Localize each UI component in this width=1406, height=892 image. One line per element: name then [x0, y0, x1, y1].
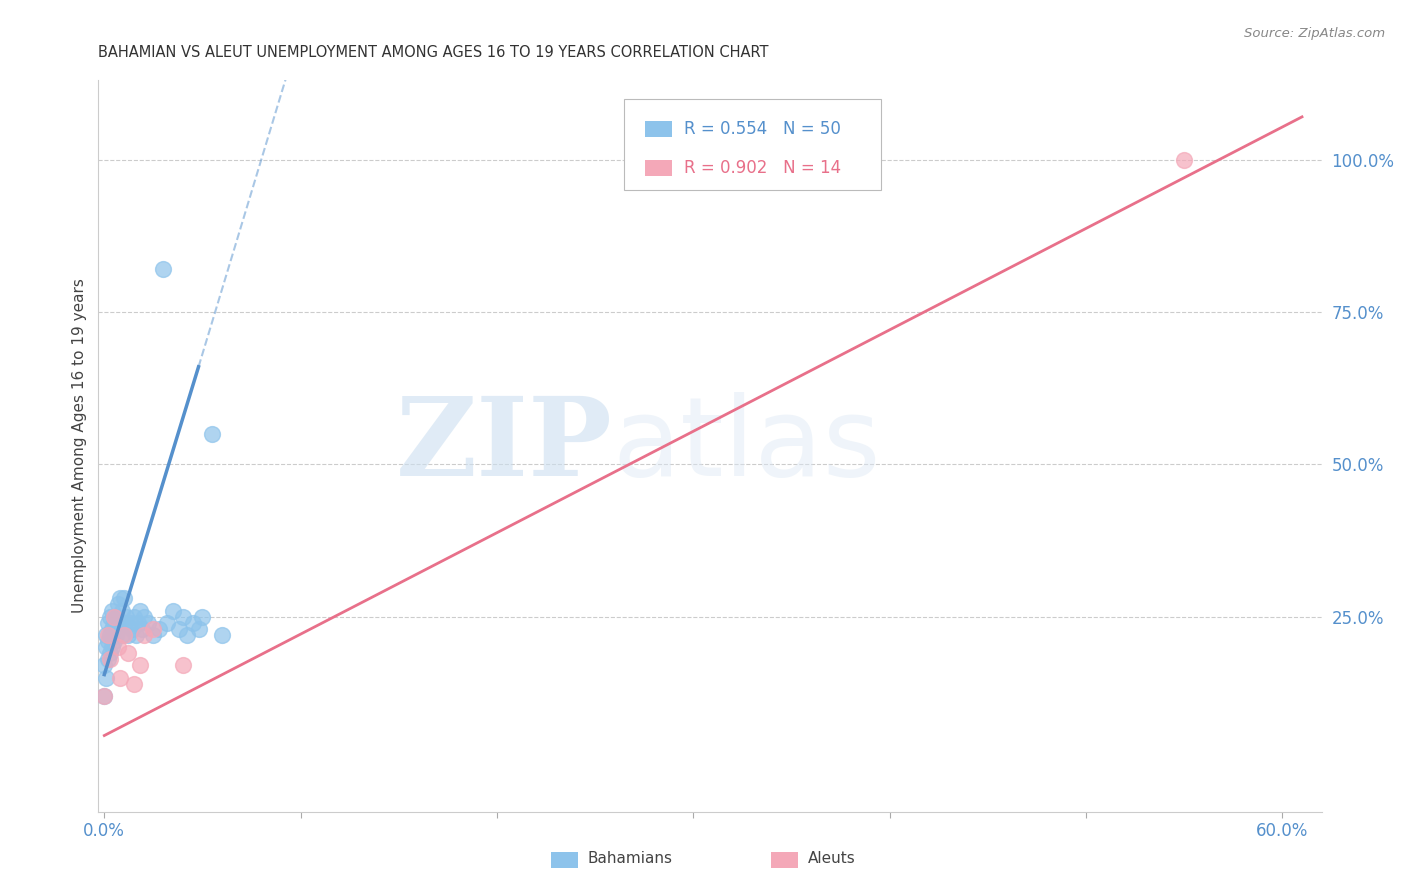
- Point: [191, 609, 214, 624]
- Point: [201, 426, 224, 441]
- Point: [105, 628, 128, 642]
- Point: [136, 615, 159, 630]
- Point: [162, 603, 184, 617]
- FancyBboxPatch shape: [624, 99, 882, 190]
- Point: [98, 652, 121, 666]
- Point: [132, 609, 155, 624]
- Point: [131, 622, 153, 636]
- Point: [1173, 153, 1195, 167]
- FancyBboxPatch shape: [772, 852, 799, 868]
- Point: [96, 671, 118, 685]
- Point: [128, 658, 150, 673]
- Point: [111, 603, 134, 617]
- Point: [152, 262, 174, 277]
- Point: [176, 628, 198, 642]
- FancyBboxPatch shape: [551, 852, 578, 868]
- Point: [103, 634, 125, 648]
- Point: [115, 609, 138, 624]
- Point: [107, 622, 129, 636]
- Point: [108, 591, 131, 606]
- Point: [211, 628, 233, 642]
- Point: [112, 615, 135, 630]
- Point: [132, 628, 155, 642]
- Point: [121, 622, 143, 636]
- Point: [118, 615, 141, 630]
- Text: Source: ZipAtlas.com: Source: ZipAtlas.com: [1244, 27, 1385, 40]
- Point: [148, 622, 170, 636]
- Point: [97, 634, 120, 648]
- Point: [98, 628, 121, 642]
- Point: [112, 628, 135, 642]
- FancyBboxPatch shape: [645, 121, 672, 137]
- Text: atlas: atlas: [612, 392, 880, 500]
- Point: [101, 640, 124, 655]
- Point: [128, 603, 150, 617]
- Point: [108, 615, 131, 630]
- Text: ZIP: ZIP: [395, 392, 612, 500]
- Text: Aleuts: Aleuts: [808, 851, 856, 866]
- Point: [93, 658, 115, 673]
- Point: [127, 615, 149, 630]
- Point: [97, 615, 120, 630]
- Y-axis label: Unemployment Among Ages 16 to 19 years: Unemployment Among Ages 16 to 19 years: [72, 278, 87, 614]
- Point: [97, 628, 120, 642]
- Point: [112, 591, 135, 606]
- Point: [105, 609, 128, 624]
- Point: [101, 603, 124, 617]
- Text: BAHAMIAN VS ALEUT UNEMPLOYMENT AMONG AGES 16 TO 19 YEARS CORRELATION CHART: BAHAMIAN VS ALEUT UNEMPLOYMENT AMONG AGE…: [98, 45, 769, 60]
- Point: [167, 622, 190, 636]
- Text: R = 0.554   N = 50: R = 0.554 N = 50: [685, 120, 841, 138]
- Point: [187, 622, 209, 636]
- Point: [97, 652, 120, 666]
- Point: [96, 628, 118, 642]
- Text: R = 0.902   N = 14: R = 0.902 N = 14: [685, 159, 841, 177]
- Point: [101, 622, 124, 636]
- Point: [103, 615, 125, 630]
- Point: [98, 609, 121, 624]
- Point: [172, 658, 194, 673]
- Point: [103, 609, 125, 624]
- Point: [142, 628, 165, 642]
- Point: [142, 622, 165, 636]
- FancyBboxPatch shape: [645, 160, 672, 176]
- Point: [122, 676, 145, 690]
- Point: [111, 628, 134, 642]
- Point: [122, 609, 145, 624]
- Point: [125, 628, 148, 642]
- Point: [107, 598, 129, 612]
- Point: [181, 615, 204, 630]
- Point: [108, 671, 131, 685]
- Point: [156, 615, 179, 630]
- Point: [107, 640, 129, 655]
- Point: [93, 689, 115, 703]
- Point: [96, 640, 118, 655]
- Point: [117, 628, 139, 642]
- Text: Bahamians: Bahamians: [588, 851, 672, 866]
- Point: [117, 646, 139, 660]
- Point: [172, 609, 194, 624]
- Point: [93, 689, 115, 703]
- Point: [98, 646, 121, 660]
